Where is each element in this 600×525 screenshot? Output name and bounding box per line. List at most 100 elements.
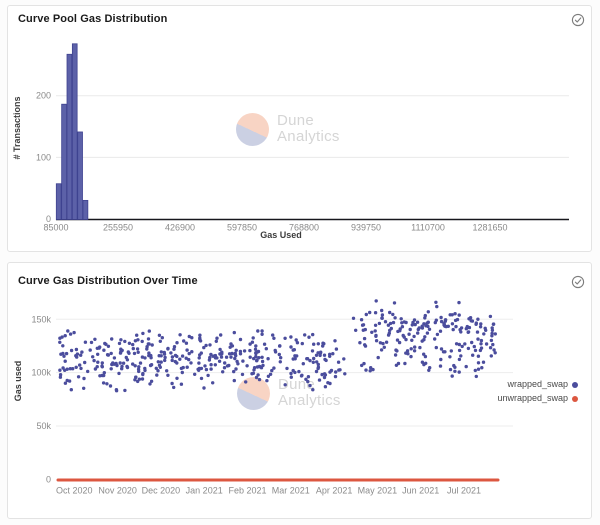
scatter-point[interactable] xyxy=(457,300,461,305)
scatter-point[interactable] xyxy=(489,338,494,343)
scatter-point[interactable] xyxy=(58,340,62,344)
scatter-point[interactable] xyxy=(100,361,105,365)
scatter-point[interactable] xyxy=(453,318,458,323)
scatter-point[interactable] xyxy=(89,340,94,345)
scatter-point[interactable] xyxy=(58,336,62,340)
scatter-point[interactable] xyxy=(71,367,75,371)
scatter-point[interactable] xyxy=(289,335,293,339)
scatter-point[interactable] xyxy=(229,355,233,359)
scatter-point[interactable] xyxy=(140,339,144,344)
scatter-point[interactable] xyxy=(299,374,304,378)
scatter-point[interactable] xyxy=(474,374,478,379)
scatter-point[interactable] xyxy=(232,330,236,335)
scatter-point[interactable] xyxy=(181,365,185,370)
scatter-point[interactable] xyxy=(146,337,151,341)
scatter-point[interactable] xyxy=(68,332,73,336)
scatter-point[interactable] xyxy=(184,356,188,360)
scatter-point[interactable] xyxy=(96,360,100,364)
scatter-point[interactable] xyxy=(451,327,455,332)
scatter-point[interactable] xyxy=(123,339,127,344)
scatter-point[interactable] xyxy=(317,378,322,382)
scatter-point[interactable] xyxy=(114,388,119,392)
scatter-point[interactable] xyxy=(209,363,213,367)
histogram-bar[interactable] xyxy=(55,183,62,220)
scatter-point[interactable] xyxy=(240,372,245,377)
scatter-point[interactable] xyxy=(208,355,212,360)
scatter-point[interactable] xyxy=(291,357,295,361)
scatter-point[interactable] xyxy=(135,347,140,351)
scatter-point[interactable] xyxy=(233,356,237,361)
scatter-point[interactable] xyxy=(218,352,222,356)
scatter-point[interactable] xyxy=(427,368,431,372)
scatter-point[interactable] xyxy=(467,317,471,321)
scatter-point[interactable] xyxy=(393,353,398,357)
scatter-point[interactable] xyxy=(147,342,151,346)
scatter-point[interactable] xyxy=(391,320,396,325)
scatter-point[interactable] xyxy=(374,339,379,343)
histogram-bars[interactable] xyxy=(55,43,89,220)
scatter-point[interactable] xyxy=(162,352,167,356)
scatter-point[interactable] xyxy=(289,345,293,349)
scatter-point[interactable] xyxy=(474,322,478,326)
scatter-point[interactable] xyxy=(257,356,261,360)
scatter-point[interactable] xyxy=(255,350,260,354)
scatter-point[interactable] xyxy=(412,318,417,322)
scatter-point[interactable] xyxy=(472,344,476,349)
scatter-point[interactable] xyxy=(83,360,87,365)
scatter-point[interactable] xyxy=(399,317,403,321)
scatter-point[interactable] xyxy=(422,352,426,356)
scatter-point[interactable] xyxy=(318,351,323,355)
scatter-point[interactable] xyxy=(140,355,145,359)
scatter-point[interactable] xyxy=(157,363,162,367)
scatter-point[interactable] xyxy=(224,355,229,359)
scatter-point[interactable] xyxy=(62,354,66,358)
scatter-point[interactable] xyxy=(137,377,142,381)
scatter-point[interactable] xyxy=(117,341,122,346)
scatter-point[interactable] xyxy=(413,345,417,349)
scatter-point[interactable] xyxy=(473,368,477,373)
scatter-point[interactable] xyxy=(230,351,234,356)
scatter-point[interactable] xyxy=(110,337,114,341)
scatter-point[interactable] xyxy=(185,348,189,352)
scatter-point[interactable] xyxy=(203,364,207,368)
scatter-point[interactable] xyxy=(334,347,339,351)
scatter-point[interactable] xyxy=(271,333,275,337)
scatter-point[interactable] xyxy=(178,333,182,337)
scatter-point[interactable] xyxy=(297,369,301,374)
scatter-point[interactable] xyxy=(180,370,184,375)
scatter-point[interactable] xyxy=(476,317,480,321)
scatter-point[interactable] xyxy=(334,370,338,374)
scatter-point[interactable] xyxy=(155,373,159,377)
scatter-point[interactable] xyxy=(401,333,405,338)
scatter-point[interactable] xyxy=(479,338,484,343)
scatter-point[interactable] xyxy=(169,351,173,355)
scatter-point[interactable] xyxy=(256,373,260,377)
scatter-point[interactable] xyxy=(388,310,392,315)
scatter-point[interactable] xyxy=(392,301,397,305)
scatter-point[interactable] xyxy=(354,328,358,332)
scatter-point[interactable] xyxy=(125,365,130,370)
scatter-point[interactable] xyxy=(333,339,337,343)
scatter-point[interactable] xyxy=(254,344,258,348)
scatter-point[interactable] xyxy=(388,321,393,326)
scatter-point[interactable] xyxy=(453,312,457,316)
scatter-point[interactable] xyxy=(78,363,82,367)
scatter-point[interactable] xyxy=(374,334,378,338)
scatter-point[interactable] xyxy=(154,366,158,370)
scatter-point[interactable] xyxy=(215,336,219,340)
scatter-point[interactable] xyxy=(416,331,420,335)
scatter-point[interactable] xyxy=(234,367,238,371)
scatter-point[interactable] xyxy=(241,359,245,363)
scatter-point[interactable] xyxy=(482,332,486,336)
scatter-point[interactable] xyxy=(265,379,269,383)
scatter-point[interactable] xyxy=(187,357,191,362)
scatter-point[interactable] xyxy=(193,372,197,376)
scatter-point[interactable] xyxy=(294,338,298,342)
scatter-point[interactable] xyxy=(272,336,276,340)
scatter-point[interactable] xyxy=(450,374,454,378)
scatter-point[interactable] xyxy=(117,371,121,376)
scatter-point[interactable] xyxy=(102,348,106,352)
scatter-point[interactable] xyxy=(359,318,364,322)
scatter-point[interactable] xyxy=(484,342,489,346)
scatter-point[interactable] xyxy=(394,348,398,352)
